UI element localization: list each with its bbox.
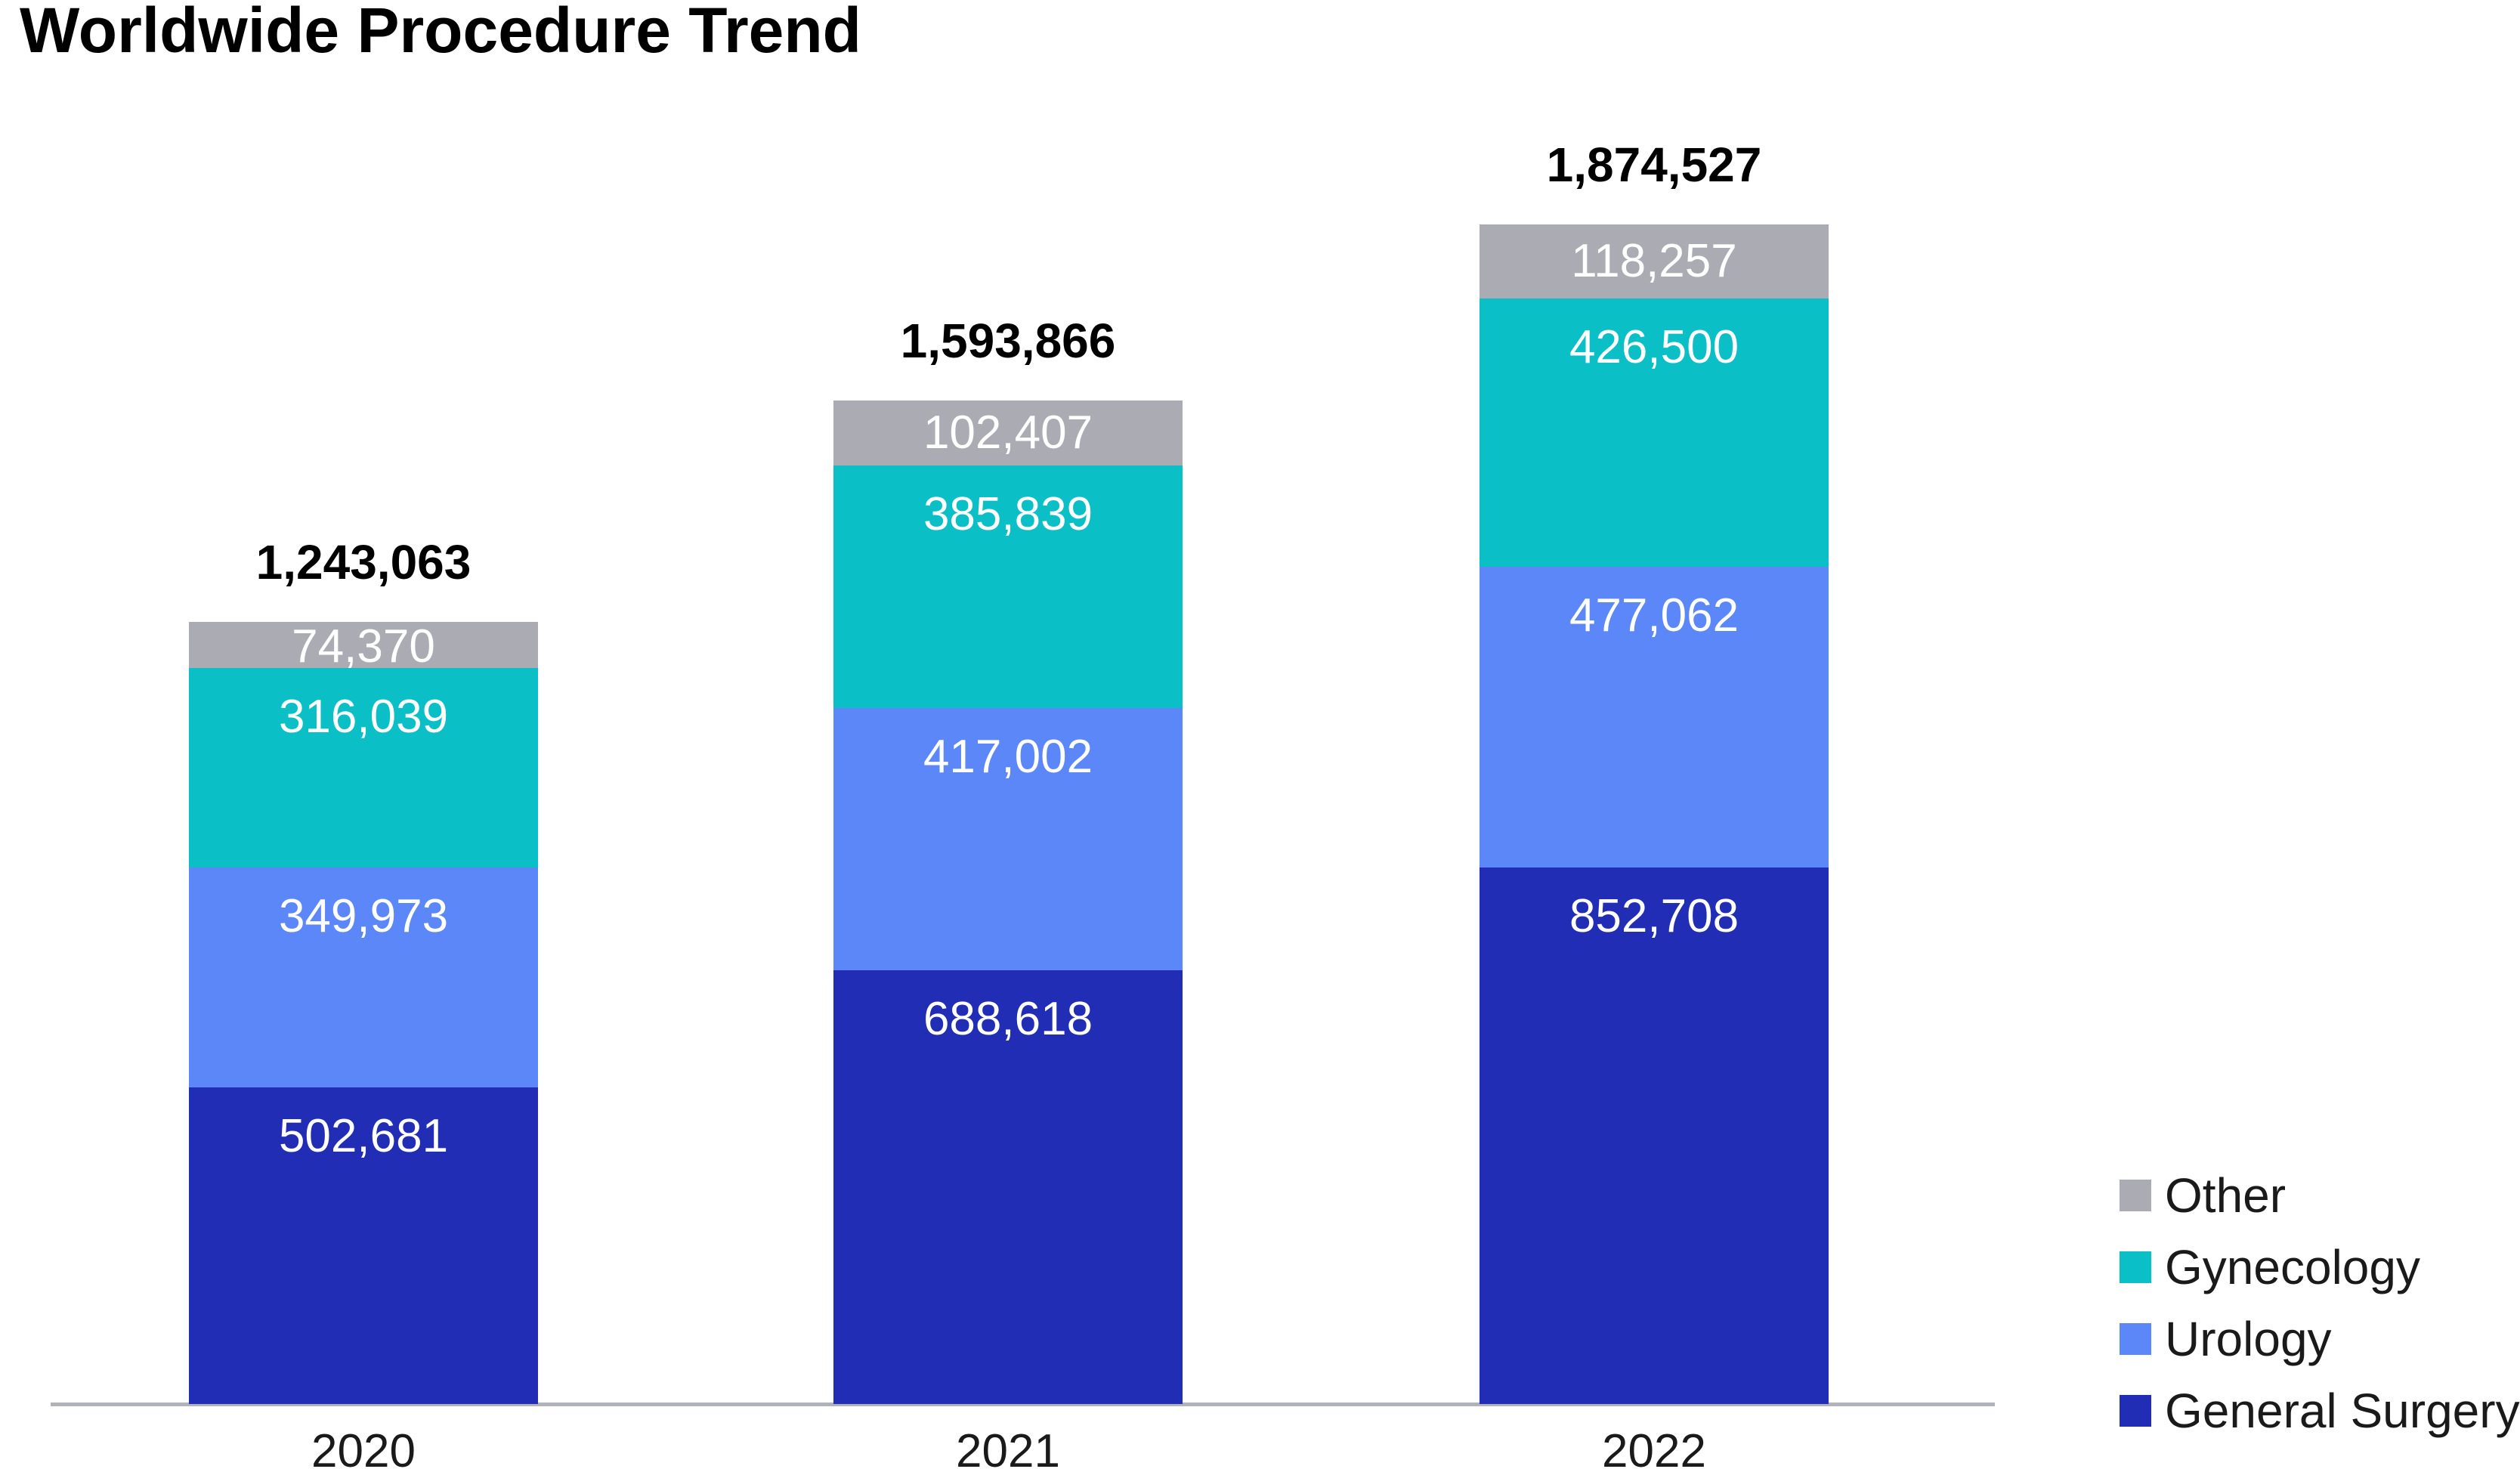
legend-swatch-urology: [2120, 1322, 2151, 1355]
legend-item-gynecology: Gynecology: [2120, 1231, 2520, 1303]
bar-segment-urology-2022: 477,062: [1480, 567, 1829, 867]
bar-segment-general-surgery-2020: 502,681: [189, 1087, 538, 1404]
bar-segment-urology-2021: 417,002: [833, 708, 1183, 971]
segment-value-label: 74,370: [292, 620, 435, 673]
legend-item-other: Other: [2120, 1159, 2520, 1231]
bar-segment-general-surgery-2021: 688,618: [833, 970, 1183, 1404]
x-axis-label-2020: 2020: [311, 1425, 416, 1469]
x-axis-line: [51, 1403, 1995, 1406]
chart-title: Worldwide Procedure Trend: [20, 0, 861, 66]
segment-value-label: 852,708: [1569, 889, 1739, 942]
segment-value-label: 417,002: [923, 731, 1093, 784]
segment-value-label: 477,062: [1569, 589, 1739, 642]
bar-total-label: 1,593,866: [900, 314, 1116, 369]
segment-value-label: 118,257: [1571, 234, 1737, 287]
bar-total-label: 1,874,527: [1546, 137, 1762, 192]
bar-segment-gynecology-2020: 316,039: [189, 668, 538, 867]
legend-label-urology: Urology: [2165, 1311, 2332, 1366]
x-axis-label-2022: 2022: [1602, 1425, 1706, 1469]
bar-segment-urology-2020: 349,973: [189, 867, 538, 1088]
legend-swatch-general-surgery: [2120, 1394, 2151, 1427]
bar-segment-other-2020: 74,370: [189, 620, 538, 673]
x-axis-label-2021: 2021: [956, 1425, 1060, 1469]
legend-item-urology: Urology: [2120, 1303, 2520, 1375]
segment-value-label: 316,039: [278, 691, 449, 744]
legend-label-other: Other: [2165, 1167, 2287, 1223]
bar-segment-gynecology-2021: 385,839: [833, 465, 1183, 708]
legend-label-general-surgery: General Surgery: [2165, 1383, 2520, 1438]
segment-value-label: 688,618: [923, 993, 1093, 1046]
bar-total-label: 1,243,063: [255, 534, 472, 589]
bar-segment-other-2022: 118,257: [1480, 224, 1829, 299]
segment-value-label: 385,839: [923, 487, 1093, 540]
legend-swatch-other: [2120, 1179, 2151, 1211]
segment-value-label: 349,973: [278, 889, 449, 942]
bar-segment-gynecology-2022: 426,500: [1480, 298, 1829, 567]
legend-item-general-surgery: General Surgery: [2120, 1375, 2520, 1446]
segment-value-label: 426,500: [1569, 321, 1739, 374]
bar-segment-general-surgery-2022: 852,708: [1480, 867, 1829, 1404]
legend-label-gynecology: Gynecology: [2165, 1239, 2420, 1294]
segment-value-label: 502,681: [278, 1110, 449, 1163]
segment-value-label: 102,407: [923, 406, 1093, 459]
legend: Other Gynecology Urology General Surgery: [2120, 1159, 2520, 1446]
legend-swatch-gynecology: [2120, 1251, 2151, 1283]
bar-segment-other-2021: 102,407: [833, 400, 1183, 465]
